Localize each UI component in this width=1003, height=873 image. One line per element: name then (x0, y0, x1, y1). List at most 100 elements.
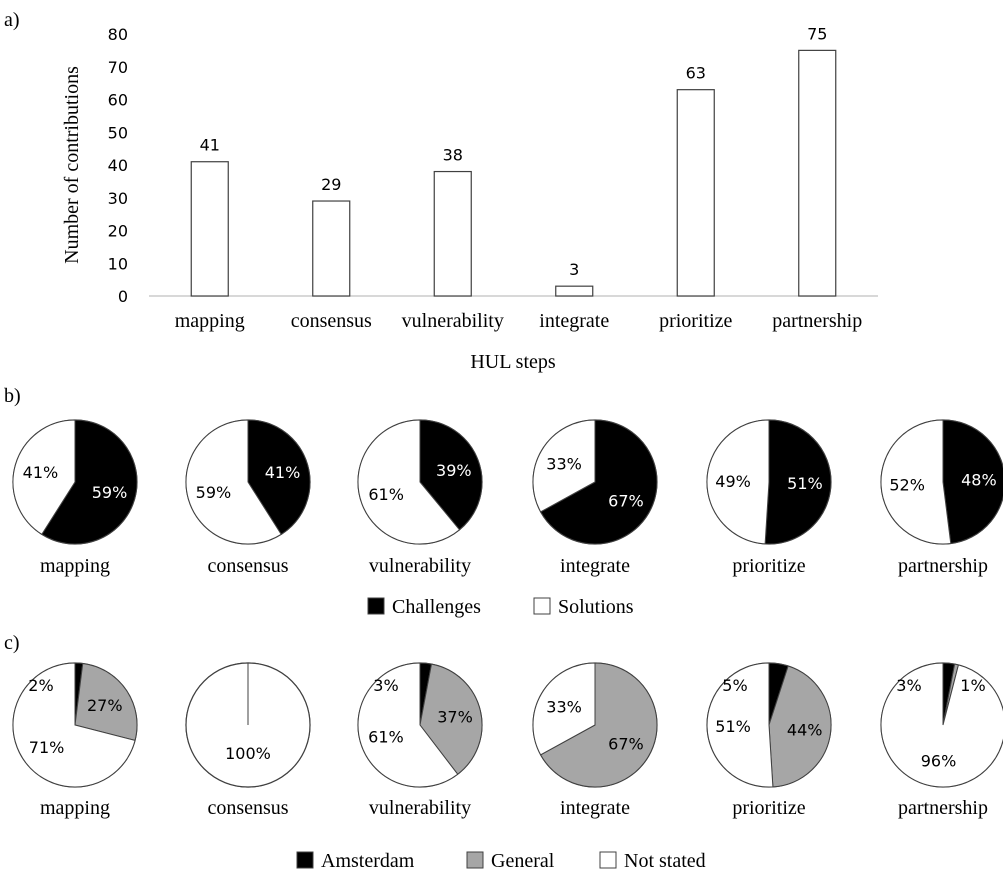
pie-category-label: partnership (898, 797, 988, 819)
pie-consensus: 100% consensus (185, 662, 311, 819)
bar-partnership (798, 49, 837, 297)
pie-slice-solutions (12, 419, 76, 536)
legend-label: General (491, 850, 555, 872)
category-label: integrate (539, 310, 609, 332)
legend-swatch-amsterdam (296, 851, 314, 869)
pie-category-label: integrate (560, 797, 630, 819)
pies-c: 2% 27% 71% mapping 100% consensus 3% 37% 61% vuln… (12, 662, 1003, 819)
legend-label: Challenges (392, 596, 481, 618)
pie-category-label: mapping (40, 555, 110, 577)
pie-slice-challenges (539, 419, 658, 545)
y-tick-label: 40 (108, 156, 128, 175)
pie-percent-label: 52% (889, 475, 925, 494)
category-labels: mapping consensus vulnerability integrate pr… (175, 310, 862, 332)
pie-prioritize: 5% 44% 51% prioritize (706, 662, 832, 819)
pie-vulnerability: 39% 61% vulnerability (357, 419, 483, 577)
panel-b-label: b) (4, 385, 21, 407)
bar-value-label: 41 (200, 136, 220, 155)
pie-percent-label: 67% (608, 491, 644, 510)
bar-vulnerability (433, 170, 472, 297)
pie-partnership: 48% 52% partnership (880, 419, 1003, 577)
pie-partnership: 3% 1% 96% partnership (880, 662, 1003, 819)
bar-chart-panel: a) Number of contributions HUL steps 0 10… (4, 9, 878, 373)
bar-value-label: 29 (321, 175, 341, 194)
challenges-solutions-panel: b) 59% 41% mapping 41% 59% consensus 39% 61% vul… (4, 385, 1003, 618)
y-tick-label: 70 (108, 58, 128, 77)
panel-a-label: a) (4, 9, 20, 31)
pie-category-label: integrate (560, 555, 630, 577)
category-label: consensus (291, 310, 372, 332)
pies-b: 59% 41% mapping 41% 59% consensus 39% 61% vulner… (12, 419, 1003, 577)
legend-label: Solutions (558, 596, 634, 618)
pie-percent-label: 39% (436, 461, 472, 480)
pie-percent-label: 33% (546, 698, 582, 717)
pie-vulnerability: 3% 37% 61% vulnerability (357, 662, 483, 819)
y-tick-label: 0 (118, 287, 128, 306)
pie-percent-label: 37% (437, 708, 473, 727)
pie-slice-solutions (532, 419, 596, 513)
y-tick-label: 60 (108, 91, 128, 110)
pie-slice-general (419, 663, 483, 775)
pie-percent-label: 3% (896, 676, 921, 695)
pie-slice-solutions (357, 419, 461, 545)
pie-category-label: consensus (207, 555, 288, 577)
pie-percent-label: 2% (28, 676, 53, 695)
bar-mapping (190, 161, 229, 297)
pie-slice-solutions (706, 419, 770, 545)
pie-percent-label: 61% (368, 728, 404, 747)
pie-slice-not-stated (880, 662, 1003, 788)
pie-slice-challenges (942, 419, 1003, 545)
pie-percent-label: 27% (87, 696, 123, 715)
pie-percent-label: 71% (29, 738, 65, 757)
pie-prioritize: 51% 49% prioritize (706, 419, 832, 577)
bar-value-label: 38 (443, 146, 463, 165)
pie-slice-not-stated (12, 662, 136, 788)
y-tick-label: 50 (108, 123, 128, 142)
pie-percent-label: 61% (368, 485, 404, 504)
category-label: mapping (175, 310, 245, 332)
legend-swatch-solutions (533, 597, 551, 615)
bars (190, 49, 837, 297)
pie-slice-general (539, 662, 658, 788)
y-tick-label: 80 (108, 25, 128, 44)
legend-swatch-challenges (367, 597, 385, 615)
pie-percent-label: 49% (715, 472, 751, 491)
x-axis-label: HUL steps (470, 351, 556, 373)
pie-percent-label: 100% (225, 744, 271, 763)
bar-value-label: 3 (569, 260, 579, 279)
panel-c-label: c) (4, 632, 20, 654)
category-label: prioritize (659, 310, 732, 332)
legend-label: Not stated (624, 850, 706, 872)
pie-slice-not-stated (706, 662, 774, 788)
bar-consensus (312, 200, 351, 297)
y-tick-label: 10 (108, 254, 128, 273)
bar-integrate (555, 285, 594, 297)
pie-slice-challenges (419, 419, 483, 531)
y-tick-labels: 0 10 20 30 40 50 60 70 80 (108, 25, 128, 306)
category-label: partnership (772, 310, 862, 332)
pie-percent-label: 41% (265, 463, 301, 482)
pie-category-label: partnership (898, 555, 988, 577)
pie-slice-not-stated (532, 662, 596, 756)
pie-integrate: 67% 33% integrate (532, 662, 658, 819)
pie-mapping: 59% 41% mapping (12, 419, 138, 577)
legend-swatch-not-stated (599, 851, 617, 869)
pie-percent-label: 51% (787, 474, 823, 493)
pie-percent-label: 59% (92, 483, 128, 502)
pie-percent-label: 44% (787, 721, 823, 740)
location-panel: c) 2% 27% 71% mapping 100% consensus 3% 37% 61% v… (4, 632, 1003, 872)
pie-percent-label: 51% (715, 717, 751, 736)
category-label: vulnerability (402, 310, 504, 332)
legend-label: Amsterdam (321, 850, 415, 872)
pie-category-label: prioritize (732, 797, 805, 819)
pie-percent-label: 33% (546, 455, 582, 474)
pie-percent-label: 67% (608, 734, 644, 753)
legend-b: Challenges Solutions (367, 596, 634, 618)
legend-swatch-general (466, 851, 484, 869)
pie-mapping: 2% 27% 71% mapping (12, 662, 138, 819)
pie-slice-solutions (185, 419, 282, 545)
pie-percent-label: 1% (960, 676, 985, 695)
pie-category-label: vulnerability (369, 555, 471, 577)
bar-value-label: 63 (686, 64, 706, 83)
